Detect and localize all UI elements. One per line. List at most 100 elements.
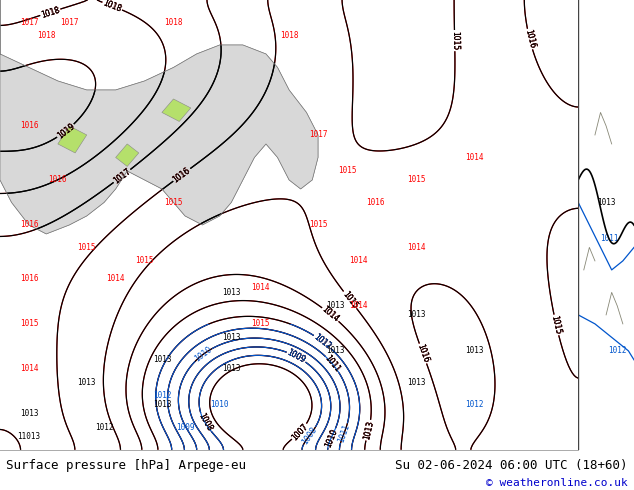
Text: 1015: 1015 [338,167,356,175]
Point [0,446,5,454]
Text: 1007: 1007 [290,422,309,442]
Text: 1011: 1011 [323,354,342,374]
Text: 1009: 1009 [286,348,307,365]
Text: 1015: 1015 [251,319,269,328]
Text: 1016: 1016 [415,343,430,364]
Polygon shape [0,0,318,234]
Text: Surface pressure [hPa] Arpege-eu: Surface pressure [hPa] Arpege-eu [6,460,247,472]
Point [0,446,5,454]
Text: 1012: 1012 [95,423,113,432]
Text: 1015: 1015 [550,315,563,335]
Text: 1016: 1016 [171,166,192,184]
Polygon shape [162,99,191,122]
Text: 1016: 1016 [49,175,67,184]
Text: 1010: 1010 [323,427,339,448]
Point [0,446,5,454]
Point [0,446,5,454]
Text: 1015: 1015 [340,290,359,310]
Text: 1012: 1012 [465,400,483,409]
Point [0,446,5,454]
Text: 1012: 1012 [312,332,333,351]
Text: 1014: 1014 [320,305,341,324]
Point [0,446,5,454]
Text: 1016: 1016 [20,122,38,130]
Text: 1013: 1013 [153,355,171,365]
Point [0,446,5,454]
Point [0,446,5,454]
Text: 1018: 1018 [101,0,123,14]
Text: 1008: 1008 [301,425,319,446]
Text: 1016: 1016 [523,29,536,49]
Text: 1009: 1009 [176,423,194,432]
Point [0,446,5,454]
Point [0,446,5,454]
Text: 1015: 1015 [309,220,327,229]
Text: 11013: 11013 [17,432,41,441]
Point [0,446,5,454]
Text: 1016: 1016 [415,343,430,364]
Point [0,446,5,454]
Text: 1015: 1015 [77,243,96,252]
Text: 1014: 1014 [320,305,341,324]
Text: 1015: 1015 [407,175,425,184]
Text: 1011: 1011 [337,423,351,444]
Text: 1010: 1010 [323,427,339,448]
Text: 1014: 1014 [20,365,38,373]
Text: 1013: 1013 [362,420,375,441]
Text: 1009: 1009 [286,348,307,365]
Text: 1013: 1013 [362,420,375,441]
Text: 1015: 1015 [20,319,38,328]
Point [0,446,5,454]
Text: 1015: 1015 [340,290,359,310]
Text: 1016: 1016 [523,29,536,49]
Text: Su 02-06-2024 06:00 UTC (18+60): Su 02-06-2024 06:00 UTC (18+60) [395,460,628,472]
Text: 1015: 1015 [550,315,563,335]
Text: 1018: 1018 [37,31,56,41]
Text: 1014: 1014 [465,153,483,162]
Text: 1018: 1018 [101,0,123,14]
Text: 1016: 1016 [523,29,536,49]
Text: 1015: 1015 [450,31,460,50]
Text: 1017: 1017 [20,18,38,27]
Text: 1011: 1011 [600,234,618,243]
Text: 1008: 1008 [197,412,214,433]
Text: 1013: 1013 [465,346,483,355]
Point [0,446,5,454]
Text: 1015: 1015 [450,31,460,50]
Text: 1008: 1008 [197,412,214,433]
Text: 1011: 1011 [323,354,342,374]
Text: 1017: 1017 [309,130,327,140]
Point [0,446,5,454]
Text: 1012: 1012 [312,332,333,351]
Point [0,446,5,454]
Text: 1016: 1016 [20,274,38,283]
Text: 1010: 1010 [323,427,339,448]
Text: 1014: 1014 [349,256,368,266]
Polygon shape [162,99,191,122]
Text: 1019: 1019 [55,122,76,141]
Point [0,446,5,454]
Text: 1013: 1013 [222,333,240,342]
Text: 1016: 1016 [20,220,38,229]
Text: 1010: 1010 [193,345,214,364]
Text: 1017: 1017 [112,167,133,185]
Text: 1018: 1018 [40,5,61,20]
Text: 1018: 1018 [40,5,61,20]
Text: © weatheronline.co.uk: © weatheronline.co.uk [486,478,628,488]
Text: 1017: 1017 [112,167,133,185]
Text: 1016: 1016 [171,166,192,184]
Text: 1016: 1016 [366,198,385,207]
Text: 1013: 1013 [326,301,345,310]
Text: 1016: 1016 [171,166,192,184]
Text: 1014: 1014 [107,274,125,283]
Text: 1018: 1018 [280,31,299,41]
Point [0,446,5,454]
Text: 1013: 1013 [407,378,425,387]
Text: 1013: 1013 [597,198,616,207]
Polygon shape [58,126,87,153]
Point [0,446,5,454]
Point [0,446,5,454]
Text: 1013: 1013 [326,346,345,355]
Point [0,446,5,454]
Text: 1018: 1018 [164,18,183,27]
